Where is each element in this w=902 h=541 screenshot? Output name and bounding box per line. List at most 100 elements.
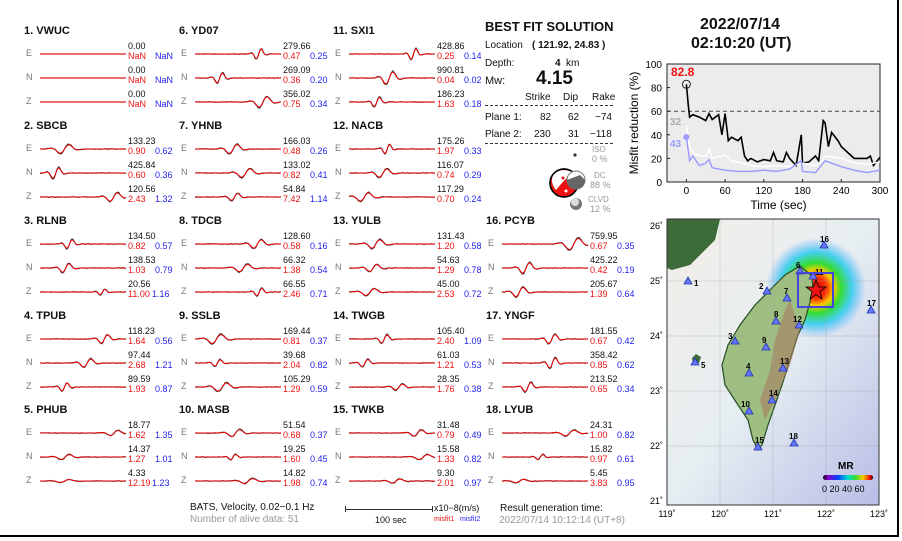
event-time: 02:10:20 (UT) — [691, 35, 792, 52]
misfit2-value: 0.61 — [617, 454, 635, 464]
misfit2-value: 0.71 — [310, 289, 328, 299]
x-tick-label: 180 — [794, 186, 811, 197]
misfit1-value: 1.20 — [437, 241, 455, 251]
waveform-trace — [349, 333, 436, 344]
component-label: Z — [26, 191, 32, 201]
station-name: RLNB — [36, 215, 67, 227]
peak-amplitude: 425.84 — [128, 160, 156, 170]
misfit1-value: 0.90 — [128, 146, 146, 156]
max-marker — [681, 79, 691, 89]
scale-tick — [345, 506, 346, 512]
component-label: Z — [335, 475, 341, 485]
waveform-trace — [502, 333, 589, 345]
peak-amplitude: 105.29 — [283, 374, 311, 384]
station-number: 18. — [486, 404, 502, 416]
misfit2-value: 0.79 — [155, 265, 173, 275]
misfit2-value: 0.29 — [464, 170, 482, 180]
misfit2-value: 0.37 — [310, 430, 328, 440]
misfit1-value: 0.70 — [437, 194, 455, 204]
station-number: 2. — [24, 120, 34, 132]
waveform-trace — [349, 238, 436, 250]
misfit2-value: 0.41 — [310, 170, 328, 180]
misfit2-legend: misfit2 — [460, 516, 481, 523]
misfit2-value: 1.01 — [155, 454, 173, 464]
waveform-trace — [195, 48, 282, 60]
iso-percent: 0 % — [592, 154, 608, 164]
waveform-trace — [502, 236, 589, 251]
misfit2-value: 0.33 — [464, 146, 482, 156]
series-line-2 — [685, 125, 881, 168]
component-label: Z — [181, 475, 187, 485]
component-label: N — [26, 357, 33, 367]
waveform-trace — [349, 287, 436, 297]
misfit2-value: 1.35 — [155, 430, 173, 440]
component-label: N — [181, 72, 188, 82]
misfit2-value: 0.97 — [464, 478, 482, 488]
station-number: 9. — [179, 310, 189, 322]
component-label: Z — [488, 286, 494, 296]
header-strike: Strike — [525, 92, 551, 103]
peak-amplitude: 66.32 — [283, 255, 306, 265]
misfit2-value: 1.09 — [464, 336, 482, 346]
component-label: E — [181, 427, 188, 437]
peak-amplitude: 0.00 — [128, 65, 146, 75]
station-number: 11. — [333, 25, 348, 37]
waveform-trace — [195, 238, 282, 250]
waveform-trace — [195, 263, 282, 274]
misfit2-value: 0.45 — [310, 454, 328, 464]
annotation: 43 — [670, 139, 682, 150]
station-title: 5. PHUB — [24, 404, 67, 416]
waveform-trace — [349, 429, 436, 437]
station-number: 7. — [179, 120, 189, 132]
max-value-label: 82.8 — [671, 65, 695, 79]
component-label: E — [181, 238, 188, 248]
misfit1-value: 1.00 — [590, 430, 608, 440]
misfit2-value: 0.87 — [155, 384, 173, 394]
misfit2-value: NaN — [155, 51, 174, 61]
station-name: SXI1 — [350, 25, 375, 37]
series3-start-marker — [683, 134, 690, 141]
station-title: 8. TDCB — [179, 215, 222, 227]
misfit1-value: 1.38 — [283, 265, 301, 275]
waveform-trace — [349, 69, 436, 86]
peak-amplitude: 97.44 — [128, 350, 151, 360]
y-axis-label: Misfit reduction (%) — [627, 72, 641, 175]
misfit2-value: 0.82 — [310, 360, 328, 370]
station-number: 14. — [333, 310, 349, 322]
station-name: TWKB — [351, 404, 385, 416]
station-number: 3. — [24, 215, 34, 227]
station-name: LYUB — [504, 404, 534, 416]
station-title: 1. VWUC — [24, 25, 70, 37]
waveform-trace — [349, 191, 436, 203]
misfit1-value: 3.83 — [590, 478, 608, 488]
network-info: BATS, Velocity, 0.02−0.1 Hz — [190, 502, 315, 513]
peak-amplitude: 18.77 — [128, 420, 151, 430]
misfit1-value: 0.65 — [590, 384, 608, 394]
station-number: 10. — [179, 404, 195, 416]
waveform-trace — [349, 453, 436, 461]
misfit2-value: 0.78 — [464, 265, 482, 275]
peak-amplitude: 138.53 — [128, 255, 156, 265]
station-title: 11. SXI1 — [333, 25, 375, 37]
component-label: N — [26, 262, 33, 272]
component-label: N — [488, 451, 495, 461]
misfit1-value: 0.36 — [283, 75, 301, 85]
peak-amplitude: 356.02 — [283, 89, 311, 99]
waveform-trace — [195, 192, 282, 202]
station-name: YHNB — [191, 120, 223, 132]
component-label: N — [335, 167, 342, 177]
plane1-label: Plane 1: — [485, 112, 522, 123]
waveform-trace — [349, 382, 436, 392]
misfit2-value: 0.24 — [464, 194, 482, 204]
waveform-trace — [40, 453, 127, 461]
misfit2-value: 0.19 — [617, 265, 635, 275]
component-label: Z — [488, 381, 494, 391]
misfit2-value: 0.82 — [617, 430, 635, 440]
misfit2-value: 0.62 — [617, 360, 635, 370]
component-label: E — [26, 48, 33, 58]
misfit1-value: 2.53 — [437, 289, 455, 299]
waveform-trace — [349, 478, 436, 484]
waveform-trace — [195, 167, 282, 179]
component-label: N — [26, 72, 33, 82]
component-label: Z — [181, 96, 187, 106]
